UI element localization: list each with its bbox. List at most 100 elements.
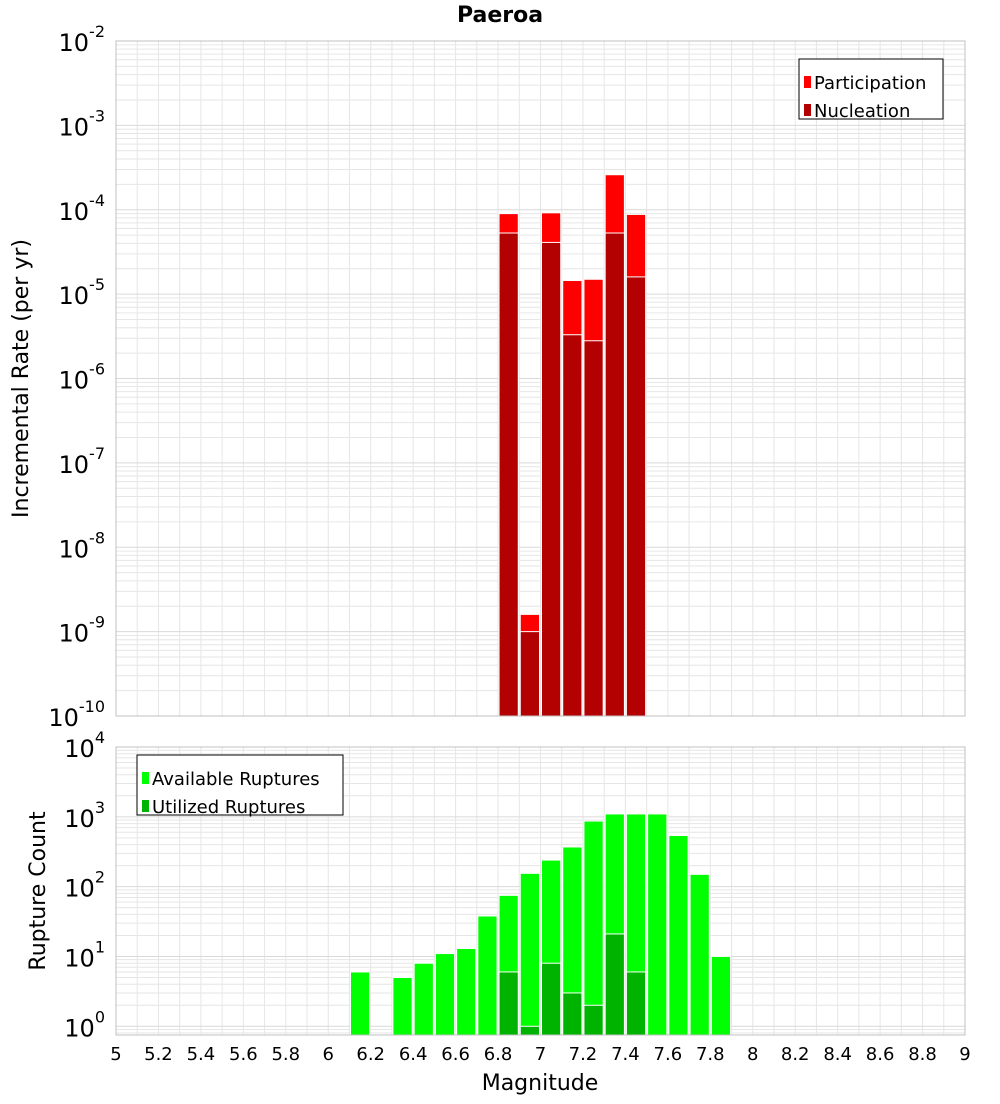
x-tick-label: 7.6: [654, 1044, 683, 1065]
y-tick-exponent: -7: [89, 444, 105, 463]
top-panel-rate: 10-1010-910-810-710-610-510-410-310-2Inc…: [9, 22, 966, 732]
y-tick-label: 100: [64, 1007, 105, 1042]
bar-nucleation: [583, 340, 604, 717]
y-tick-base: 10: [59, 282, 90, 310]
x-tick-label: 6.6: [441, 1044, 470, 1065]
y-axis-label: Incremental Rate (per yr): [9, 239, 34, 518]
bar-nucleation: [541, 241, 562, 717]
y-tick-label: 104: [64, 728, 105, 763]
y-tick-exponent: -9: [89, 613, 105, 632]
plot-frame: [115, 40, 966, 717]
x-tick-label: 9: [959, 1044, 970, 1065]
legend-label: Participation: [814, 73, 926, 94]
bar-available-ruptures: [349, 971, 371, 1036]
legend-swatch: [804, 76, 811, 88]
legend: Participation Nucleation: [798, 58, 944, 122]
y-tick-exponent: -5: [89, 275, 105, 294]
bar-nucleation: [604, 232, 625, 717]
legend-swatch: [804, 104, 811, 116]
bar-nucleation: [625, 276, 647, 717]
y-tick-label: 103: [64, 798, 105, 833]
y-tick-base: 10: [59, 198, 90, 226]
x-tick-label: 7.4: [611, 1044, 640, 1065]
bar-utilized-ruptures: [519, 1025, 541, 1036]
y-tick-exponent: -2: [89, 22, 105, 41]
legend-label: Available Ruptures: [152, 769, 320, 790]
bar-available-ruptures: [583, 820, 604, 1036]
y-tick-base: 10: [59, 29, 90, 57]
legend-label: Utilized Ruptures: [152, 797, 305, 818]
y-tick-base: 10: [64, 805, 95, 833]
y-tick-base: 10: [48, 704, 79, 732]
y-tick-base: 10: [64, 875, 95, 903]
bar-group: [349, 813, 732, 1036]
bar-available-ruptures: [519, 872, 541, 1036]
legend-box: [136, 754, 344, 816]
x-tick-label: 8.4: [823, 1044, 852, 1065]
y-tick-base: 10: [64, 1014, 95, 1042]
bar-available-ruptures: [668, 835, 689, 1036]
bar-available-ruptures: [413, 962, 434, 1036]
x-tick-label: 6.2: [356, 1044, 385, 1065]
y-tick-exponent: -4: [89, 191, 105, 210]
y-tick-base: 10: [59, 535, 90, 563]
bar-utilized-ruptures: [562, 992, 583, 1036]
y-tick-exponent: 4: [95, 728, 105, 747]
bar-nucleation: [498, 232, 519, 717]
bar-available-ruptures: [710, 955, 732, 1036]
x-tick-label: 6: [323, 1044, 334, 1065]
y-tick-base: 10: [64, 735, 95, 763]
x-tick-label: 6.8: [484, 1044, 513, 1065]
x-tick-label: 5.4: [187, 1044, 216, 1065]
bar-utilized-ruptures: [583, 1004, 604, 1036]
x-tick-label: 8.2: [781, 1044, 810, 1065]
bar-available-ruptures: [434, 953, 456, 1036]
x-tick-label: 5.8: [271, 1044, 300, 1065]
x-tick-label: 5.2: [144, 1044, 173, 1065]
y-tick-exponent: 2: [95, 868, 105, 887]
legend-label: Nucleation: [814, 101, 910, 122]
y-tick-base: 10: [59, 113, 90, 141]
y-tick-exponent: -8: [89, 528, 105, 547]
x-tick-label: 8: [747, 1044, 758, 1065]
bar-available-ruptures: [477, 915, 498, 1036]
bar-available-ruptures: [647, 813, 668, 1036]
y-tick-exponent: -6: [89, 360, 105, 379]
x-tick-label: 8.6: [866, 1044, 895, 1065]
y-axis-label: Rupture Count: [26, 811, 51, 971]
y-tick-label: 10-3: [59, 106, 106, 141]
y-tick-label: 10-4: [59, 191, 106, 226]
legend-swatch: [142, 800, 149, 812]
x-tick-label: 5: [110, 1044, 121, 1065]
y-tick-label: 10-10: [48, 697, 105, 732]
y-tick-label: 10-9: [59, 613, 106, 648]
y-tick-base: 10: [59, 451, 90, 479]
bar-utilized-ruptures: [541, 962, 562, 1036]
bar-available-ruptures: [392, 976, 413, 1036]
bar-utilized-ruptures: [604, 933, 625, 1036]
bar-nucleation: [562, 334, 583, 717]
y-tick-label: 10-7: [59, 444, 106, 479]
grid-lines: [115, 40, 966, 717]
legend-box: [798, 58, 944, 120]
x-tick-labels: 5 5.2 5.4 5.6 5.8 6 6.2 6.4 6.6 6.8 7 7.2 7.4 7.6 7.8 8…: [110, 1044, 970, 1065]
y-tick-label: 10-6: [59, 360, 106, 395]
y-tick-base: 10: [64, 944, 95, 972]
x-tick-label: 7: [535, 1044, 546, 1065]
y-tick-label: 10-5: [59, 275, 106, 310]
bar-available-ruptures: [689, 873, 710, 1036]
plot-frame: [115, 746, 966, 1036]
x-tick-label: 6.4: [399, 1044, 428, 1065]
y-tick-exponent: -3: [89, 106, 105, 125]
x-tick-label: 5.6: [229, 1044, 258, 1065]
y-tick-exponent: 0: [95, 1007, 105, 1026]
bar-utilized-ruptures: [625, 971, 647, 1036]
x-tick-label: 7.8: [696, 1044, 725, 1065]
y-tick-label: 10-2: [59, 22, 106, 57]
legend: Available Ruptures Utilized Ruptures: [136, 754, 344, 818]
